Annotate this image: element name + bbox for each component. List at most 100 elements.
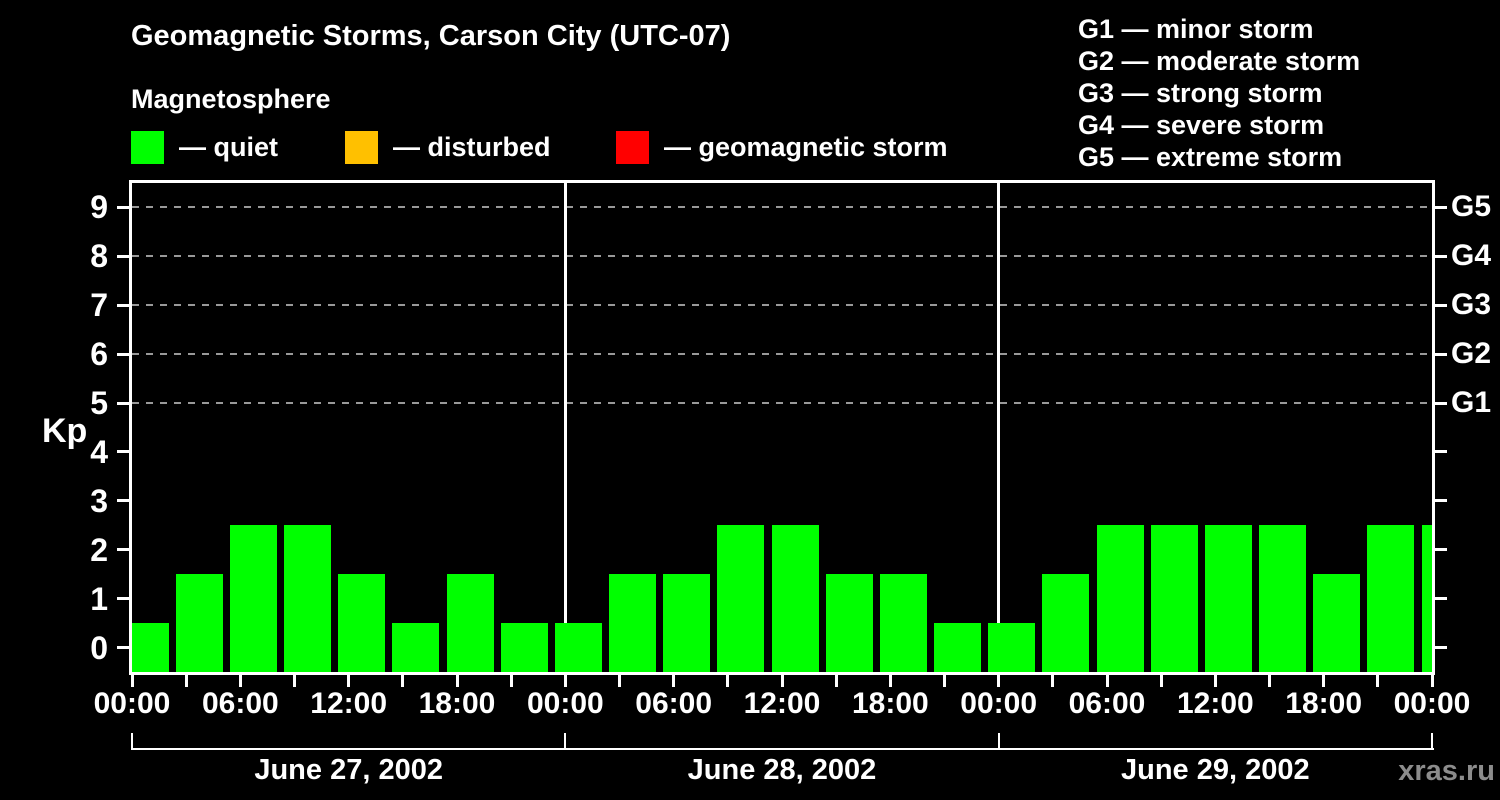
y-tick-right-1 (1434, 597, 1447, 601)
kp-bar-24 (1421, 525, 1432, 672)
bracket-tick-2 (997, 733, 1000, 750)
plot-area (129, 180, 1435, 675)
right-axis-label-g4: G4 (1451, 239, 1492, 273)
date-label-2: June 29, 2002 (1121, 754, 1310, 786)
right-axis-label-g5: G5 (1451, 190, 1492, 224)
y-tick-right-0 (1434, 646, 1447, 650)
y-tick-label-8: 8 (90, 238, 108, 275)
g-scale-line-2: G2 — moderate storm (1078, 46, 1361, 76)
x-tick-label-11: 18:00 (1285, 687, 1363, 720)
g-scale-legend: G1 — minor storm G2 — moderate storm G3 — … (1078, 13, 1360, 173)
x-tick-9 (618, 674, 621, 687)
kp-bar-1 (175, 574, 223, 672)
x-tick-5 (401, 674, 405, 687)
x-tick-17 (1051, 674, 1055, 687)
x-tick-11 (726, 674, 730, 687)
legend-item-disturbed: — disturbed (345, 130, 551, 164)
x-tick-label-12: 00:00 (1393, 687, 1471, 720)
kp-bar-7 (500, 623, 548, 672)
y-tick-label-1: 1 (90, 580, 108, 617)
kp-bar-20 (1204, 525, 1252, 672)
y-tick-label-0: 0 (90, 629, 108, 666)
y-tick-left-5 (117, 401, 130, 405)
x-tick-10 (672, 674, 676, 687)
bracket-tick-0 (131, 733, 133, 750)
bracket-tick-1 (564, 733, 567, 750)
x-tick-label-3: 18:00 (418, 687, 496, 720)
g-scale-line-3: G3 — strong storm (1078, 78, 1323, 108)
x-tick-0 (130, 674, 134, 687)
y-tick-left-8 (117, 254, 130, 258)
legend-swatch-geomagnetic-storm (616, 130, 649, 164)
legend-label-quiet: — quiet (179, 131, 278, 162)
y-tick-left-3 (117, 499, 130, 503)
date-bracket-line (131, 748, 1434, 750)
bracket-tick-3 (1431, 733, 1433, 750)
kp-bar-11 (717, 525, 765, 672)
gridline-kp-6 (132, 353, 1432, 356)
x-tick-label-8: 00:00 (960, 687, 1038, 720)
kp-bar-13 (825, 574, 873, 672)
y-tick-right-2 (1434, 548, 1447, 552)
x-tick-21 (1268, 674, 1271, 687)
y-tick-right-7 (1434, 303, 1447, 307)
x-tick-20 (1213, 674, 1217, 687)
y-tick-left-7 (117, 303, 130, 307)
day-separator-2 (997, 183, 1001, 672)
kp-bar-6 (446, 574, 494, 672)
x-tick-22 (1322, 674, 1326, 687)
y-tick-right-3 (1434, 499, 1447, 503)
kp-bar-16 (988, 623, 1036, 672)
y-tick-left-9 (117, 205, 130, 209)
y-tick-right-9 (1434, 205, 1447, 209)
y-tick-label-3: 3 (90, 482, 108, 519)
right-axis-label-g2: G2 (1451, 337, 1492, 371)
x-tick-13 (834, 674, 838, 687)
y-tick-left-1 (117, 597, 130, 601)
x-tick-label-6: 12:00 (743, 687, 821, 720)
kp-bar-19 (1150, 525, 1198, 672)
x-tick-23 (1376, 674, 1380, 687)
color-legend: — quiet — disturbed — geomagnetic storm (0, 130, 1060, 168)
x-tick-label-0: 00:00 (93, 687, 171, 720)
y-tick-label-6: 6 (90, 336, 108, 373)
kp-bar-23 (1367, 525, 1415, 672)
y-tick-label-7: 7 (90, 287, 108, 324)
gridline-kp-8 (132, 255, 1432, 258)
x-tick-1 (184, 674, 188, 687)
y-tick-left-4 (117, 450, 130, 454)
chart-title: Geomagnetic Storms, Carson City (UTC-07) (131, 20, 731, 52)
kp-bar-10 (663, 574, 711, 672)
g-scale-line-5: G5 — extreme storm (1078, 142, 1343, 172)
x-tick-3 (293, 674, 296, 687)
x-tick-19 (1159, 674, 1163, 687)
date-label-1: June 28, 2002 (687, 754, 877, 786)
y-tick-right-5 (1434, 401, 1447, 405)
x-tick-2 (238, 674, 242, 687)
x-tick-15 (943, 674, 946, 687)
kp-axis-label: Kp (42, 412, 88, 450)
x-tick-label-9: 06:00 (1068, 687, 1146, 720)
legend-swatch-disturbed (345, 130, 378, 164)
x-tick-8 (563, 674, 567, 687)
kp-bar-14 (879, 574, 927, 672)
legend-item-quiet: — quiet (131, 130, 278, 164)
y-tick-right-6 (1434, 352, 1447, 356)
right-axis-label-g3: G3 (1451, 288, 1492, 322)
kp-bar-12 (771, 525, 819, 672)
x-tick-18 (1105, 674, 1109, 687)
y-tick-label-5: 5 (90, 385, 108, 422)
legend-item-geomagnetic-storm: — geomagnetic storm (616, 130, 948, 164)
y-tick-left-2 (117, 548, 130, 552)
kp-bar-22 (1313, 574, 1361, 672)
kp-bar-2 (229, 525, 277, 672)
y-tick-label-9: 9 (90, 189, 108, 226)
gridline-kp-7 (132, 304, 1432, 307)
x-tick-7 (509, 674, 513, 687)
gridline-kp-5 (132, 402, 1432, 405)
right-axis-label-g1: G1 (1451, 386, 1492, 420)
y-tick-left-6 (117, 352, 130, 356)
kp-bar-3 (284, 525, 331, 672)
kp-bar-9 (609, 574, 656, 672)
